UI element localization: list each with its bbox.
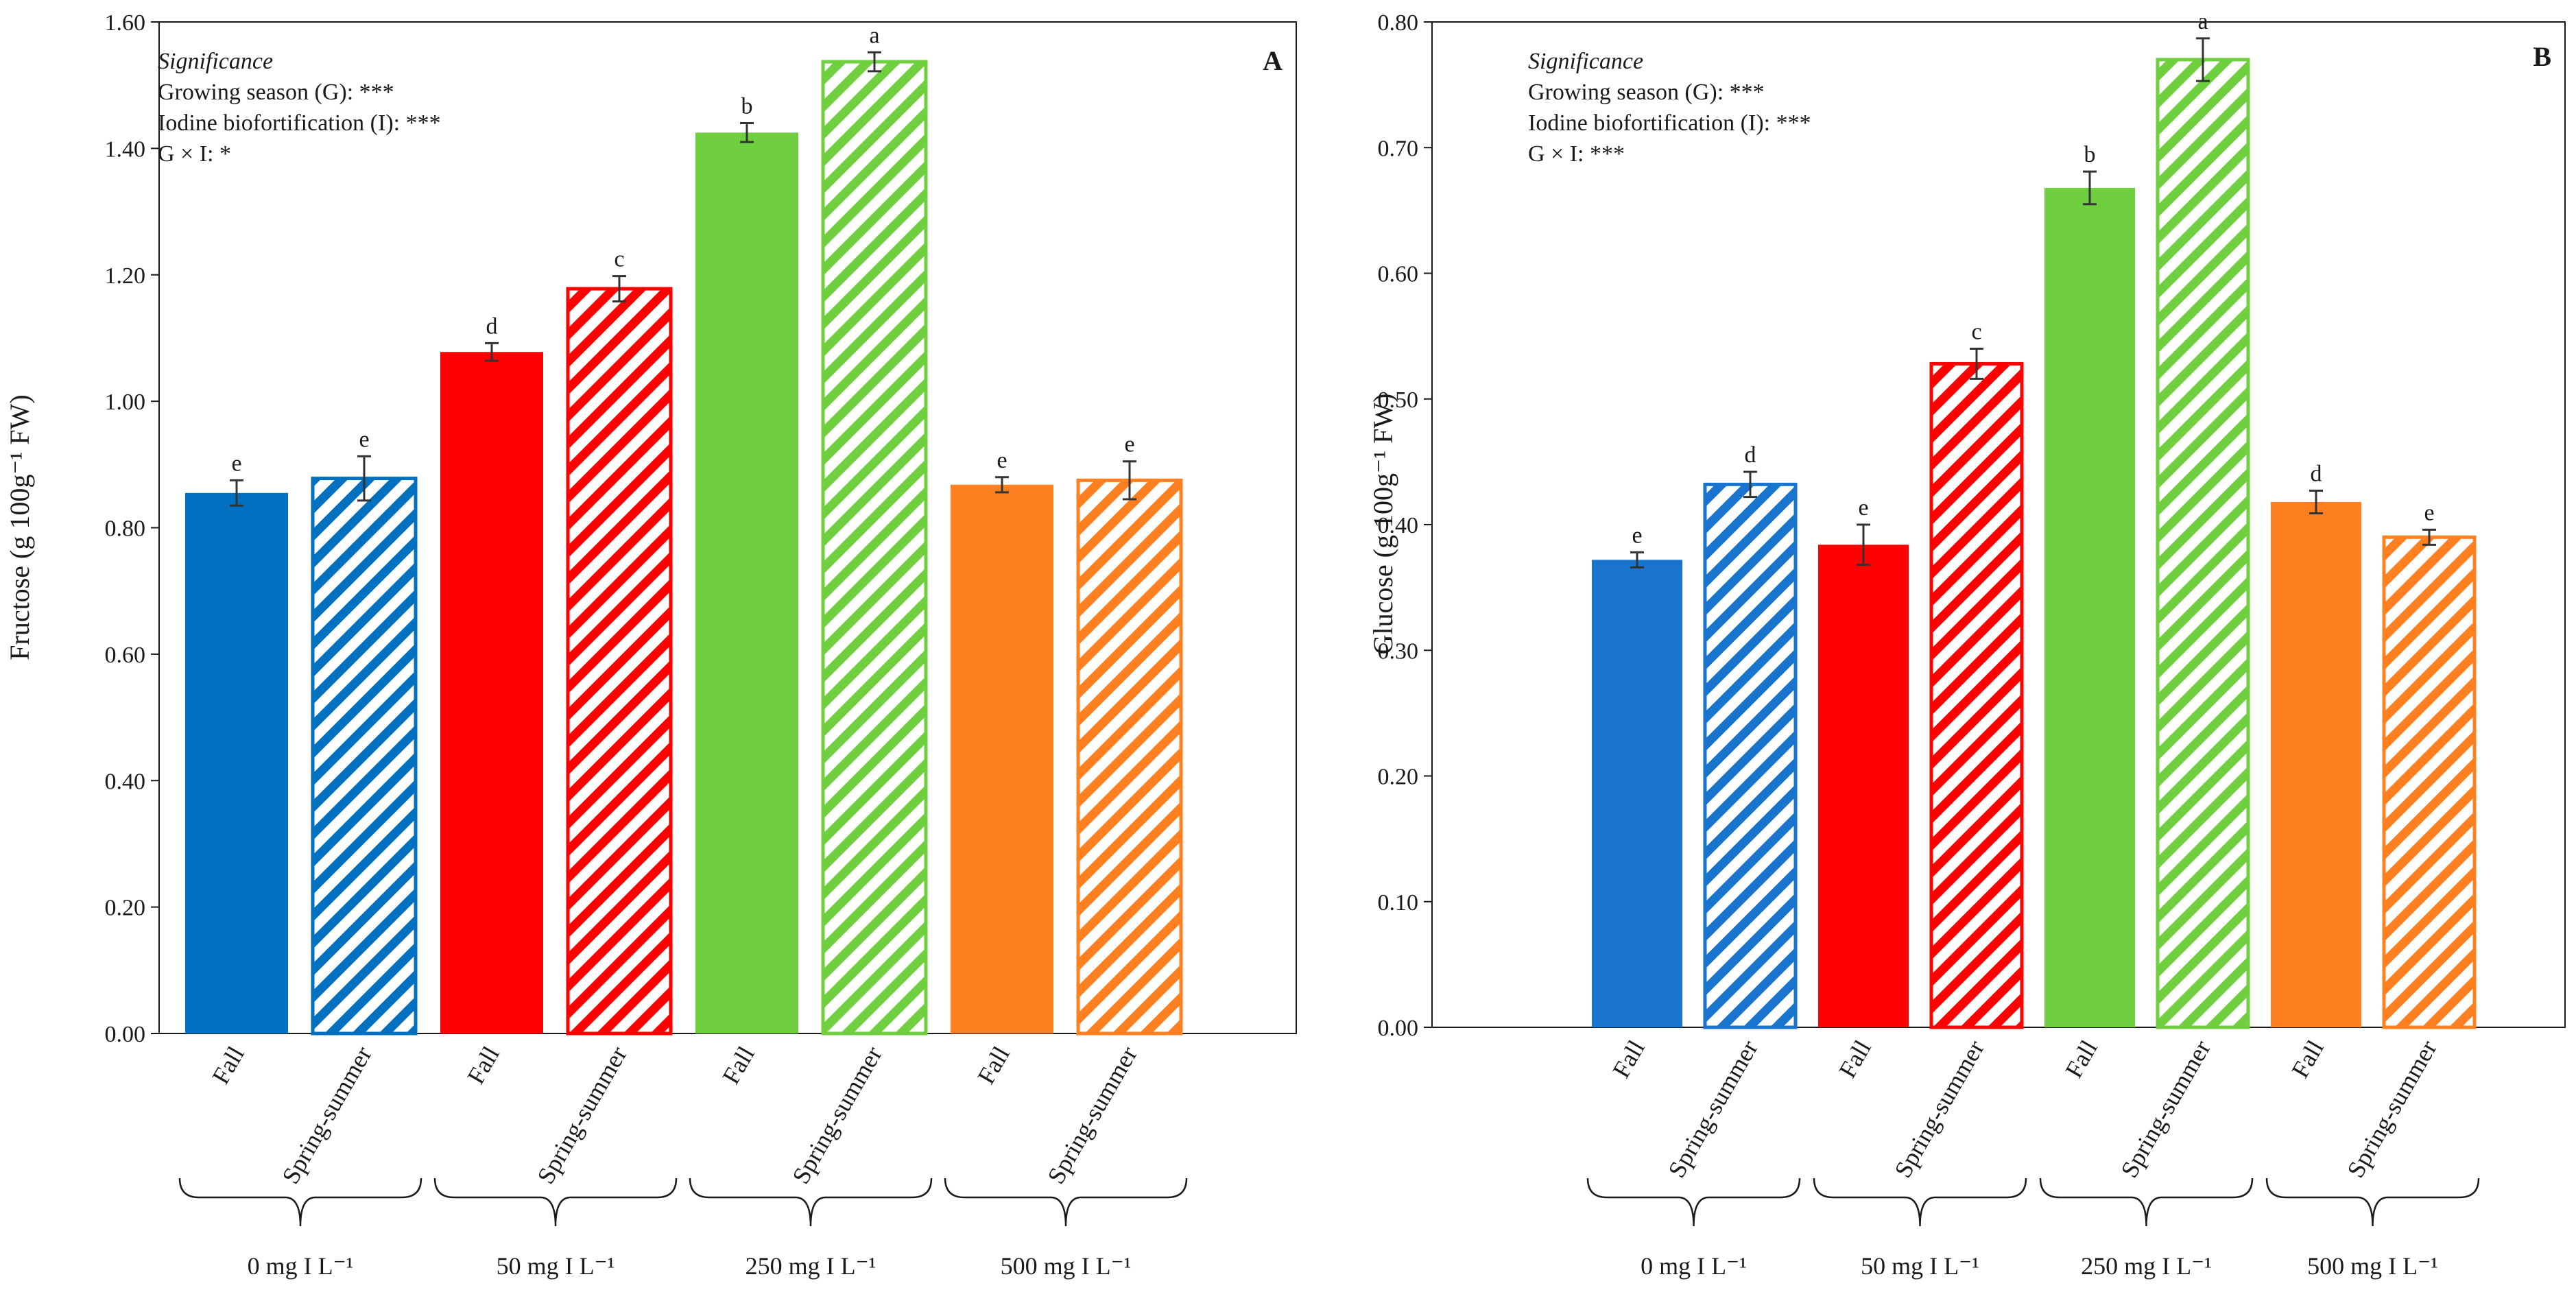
bar: [2156, 58, 2250, 1029]
significance-letter: e: [1858, 495, 1868, 521]
fructose-panel: 0.00 0.20 0.40 0.60 0.80 1.00 1.20 1.40 1.60 Fruc…: [4, 10, 1297, 1280]
bar: [2382, 535, 2477, 1029]
bar: [821, 60, 928, 1036]
significance-line: Iodine biofortification (I): ***: [158, 110, 441, 136]
significance-letter: b: [741, 94, 753, 119]
significance-letter: e: [1632, 523, 1642, 548]
group-label: 250 mg I L⁻¹: [746, 1252, 876, 1280]
group-label: 500 mg I L⁻¹: [1001, 1252, 1132, 1280]
significance-letter: e: [2424, 500, 2434, 525]
bar: [1818, 545, 1909, 1027]
category-label: Spring-summer: [1662, 1036, 1763, 1182]
category-label: Spring-summer: [787, 1042, 887, 1188]
bar: [1592, 560, 1682, 1027]
group-label: 250 mg I L⁻¹: [2081, 1252, 2212, 1280]
bar: [951, 484, 1053, 1033]
y-tick-label: 0.10: [1378, 890, 1419, 916]
category-label: Fall: [1607, 1036, 1650, 1083]
significance-title: Significance: [158, 49, 273, 74]
significance-letter: a: [869, 23, 879, 48]
category-label: Fall: [717, 1042, 760, 1089]
y-tick-label: 0.30: [1378, 638, 1419, 664]
significance-letter: d: [1745, 442, 1756, 468]
y-tick-label: 0.80: [105, 516, 146, 542]
category-label: Spring-summer: [2115, 1036, 2216, 1182]
y-tick-label: 0.80: [1378, 10, 1419, 36]
bar: [1076, 478, 1183, 1036]
group-label: 50 mg I L⁻¹: [1861, 1252, 1979, 1280]
bar: [185, 492, 288, 1033]
y-tick-label: 1.40: [105, 136, 146, 162]
group-brace: [178, 1178, 422, 1227]
y-tick-label: 0.40: [1378, 513, 1419, 538]
significance-line: Iodine biofortification (I): ***: [1528, 110, 1811, 136]
group-brace: [1813, 1178, 2027, 1227]
significance-letter: d: [2311, 462, 2322, 487]
y-axis-label: Fructose (g 100g⁻¹ FW): [4, 394, 35, 660]
group-brace: [1586, 1178, 1801, 1227]
significance-letter: e: [1124, 432, 1134, 457]
group-brace: [944, 1178, 1188, 1227]
bar: [311, 477, 418, 1036]
group-brace: [433, 1178, 678, 1227]
category-label: Fall: [462, 1042, 505, 1089]
significance-letter: e: [997, 448, 1007, 473]
y-tick-label: 0.00: [1378, 1016, 1419, 1041]
group-label: 500 mg I L⁻¹: [2307, 1252, 2438, 1280]
significance-line: G × I: *: [158, 141, 231, 167]
category-label: Spring-summer: [2341, 1036, 2442, 1182]
y-tick-label: 0.60: [1378, 262, 1419, 287]
group-brace: [689, 1178, 933, 1227]
bar: [1929, 361, 2024, 1029]
group-label: 0 mg I L⁻¹: [248, 1252, 354, 1280]
bar: [695, 132, 798, 1033]
group-label: 50 mg I L⁻¹: [497, 1252, 615, 1280]
y-tick-label: 1.20: [105, 263, 146, 289]
y-tick-label: 1.00: [105, 390, 146, 415]
category-label: Fall: [2286, 1036, 2329, 1083]
category-label: Spring-summer: [1889, 1036, 1990, 1182]
y-tick-label: 0.40: [105, 769, 146, 794]
bar: [440, 352, 543, 1033]
y-tick-label: 0.70: [1378, 136, 1419, 161]
group-label: 0 mg I L⁻¹: [1641, 1252, 1747, 1280]
category-label: Fall: [972, 1042, 1015, 1089]
significance-title: Significance: [1528, 49, 1643, 74]
significance-letter: d: [486, 313, 498, 339]
y-tick-label: 0.60: [105, 643, 146, 668]
panel-label: B: [2533, 41, 2551, 72]
significance-line: Growing season (G): ***: [1528, 80, 1765, 105]
significance-line: Growing season (G): ***: [158, 80, 394, 105]
significance-letter: b: [2084, 142, 2096, 167]
y-tick-label: 0.20: [1378, 765, 1419, 790]
significance-letter: e: [359, 427, 369, 452]
bar: [566, 287, 673, 1036]
category-label: Spring-summer: [276, 1042, 377, 1188]
y-tick-label: 0.00: [105, 1022, 146, 1047]
category-label: Spring-summer: [532, 1042, 632, 1188]
category-label: Fall: [2060, 1036, 2103, 1083]
significance-letter: c: [614, 247, 624, 272]
glucose-panel: 0.00 0.10 0.20 0.30 0.40 0.50 0.60 0.70 0.80 Gluc…: [1368, 9, 2566, 1280]
y-tick-label: 1.60: [105, 10, 146, 36]
significance-letter: c: [1971, 319, 1981, 344]
bar: [1703, 482, 1798, 1029]
panel-label: A: [1263, 45, 1283, 76]
y-tick-label: 0.20: [105, 896, 146, 921]
significance-letter: e: [231, 451, 241, 476]
group-brace: [2265, 1178, 2480, 1227]
group-brace: [2039, 1178, 2254, 1227]
significance-line: G × I: ***: [1528, 141, 1625, 167]
category-label: Fall: [206, 1042, 250, 1089]
y-axis-label: Glucose (g 100g⁻¹ FW): [1368, 394, 1398, 655]
category-label: Spring-summer: [1042, 1042, 1143, 1188]
category-label: Fall: [1833, 1036, 1876, 1083]
bar: [2044, 187, 2135, 1027]
significance-letter: a: [2197, 9, 2208, 34]
y-tick-label: 0.50: [1378, 387, 1419, 413]
bar: [2271, 502, 2361, 1027]
